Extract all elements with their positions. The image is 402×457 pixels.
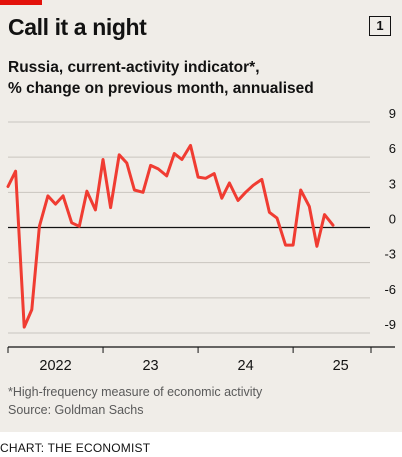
x-tick-label: 24 — [238, 358, 254, 374]
chart-subtitle: Russia, current-activity indicator*, % c… — [8, 57, 314, 99]
x-tick-label: 25 — [333, 358, 349, 374]
line-chart: 9 6 3 0 -3 -6 -9 2022 23 24 25 — [6, 106, 396, 374]
chart-credit: CHART: THE ECONOMIST — [0, 441, 151, 455]
x-tick-label: 23 — [142, 358, 158, 374]
series-line — [6, 143, 335, 329]
series-layer — [6, 143, 335, 329]
y-tick-label: 9 — [389, 106, 396, 121]
subtitle-line-1: Russia, current-activity indicator*, — [8, 59, 260, 76]
y-tick-labels: 9 6 3 0 -3 -6 -9 — [384, 106, 396, 332]
subtitle-line-2: % change on previous month, annualised — [8, 80, 314, 97]
x-tick-label: 2022 — [39, 358, 71, 374]
x-axis: 2022 23 24 25 — [7, 346, 395, 374]
chart-card: Call it a night 1 Russia, current-activi… — [0, 0, 402, 432]
footnote: *High-frequency measure of economic acti… — [8, 385, 263, 399]
y-tick-label: 3 — [389, 176, 396, 191]
source-note: Source: Goldman Sachs — [8, 403, 144, 417]
y-tick-label: -6 — [384, 282, 396, 297]
chart-title: Call it a night — [8, 14, 147, 40]
y-tick-label: 0 — [389, 212, 396, 227]
chart-number-badge: 1 — [369, 16, 391, 36]
y-tick-label: -3 — [384, 247, 396, 262]
y-tick-label: -9 — [384, 317, 396, 332]
y-tick-label: 6 — [389, 141, 396, 156]
gridlines — [8, 121, 370, 334]
brand-red-tag — [0, 0, 42, 5]
